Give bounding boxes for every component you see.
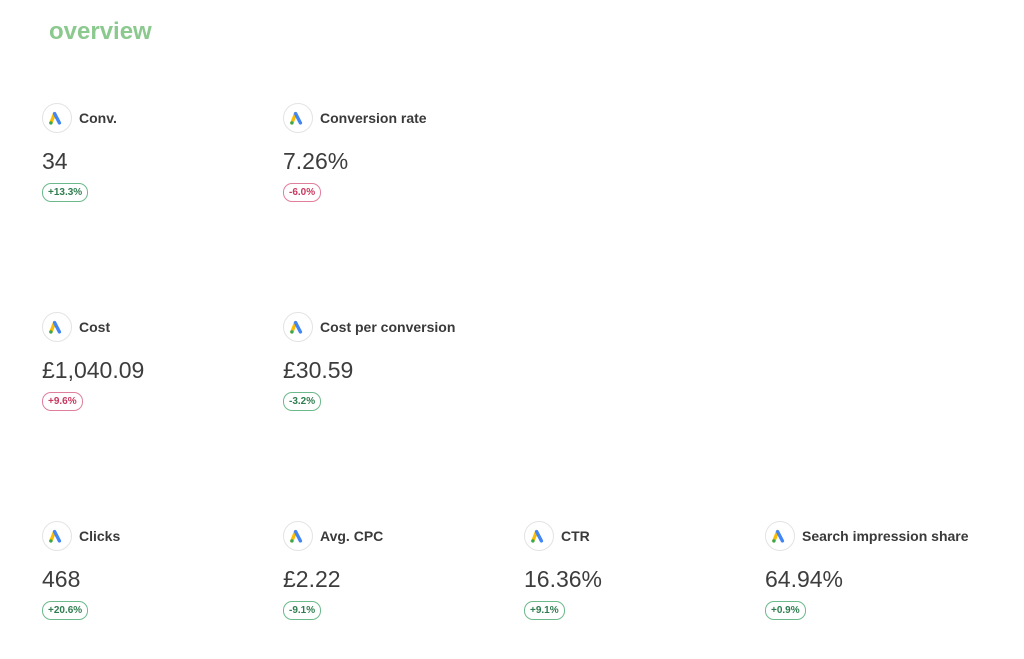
metric-value: 16.36% (524, 566, 603, 592)
metric-header: Clicks (42, 520, 272, 552)
metric-label: Cost per conversion (320, 319, 456, 335)
change-badge: +9.1% (524, 601, 565, 620)
metric-label: Conv. (79, 110, 117, 126)
change-badge: +9.6% (42, 392, 83, 411)
change-badge: -6.0% (283, 183, 322, 202)
change-badge: +0.9% (765, 601, 806, 620)
section-title: overview (49, 18, 152, 45)
change-badge: +20.6% (42, 601, 89, 620)
change-badge: -3.2% (283, 392, 322, 411)
metric-value: 64.94% (765, 566, 844, 592)
metric-card-search-impression-share: Search impression share 64.94% +0.9% (765, 520, 995, 620)
metric-card-clicks: Clicks 468 +20.6% (42, 520, 272, 620)
metric-label: Avg. CPC (320, 528, 384, 544)
metric-value: £30.59 (283, 357, 354, 383)
metric-value: 468 (42, 566, 81, 592)
metric-header: Cost per conversion (283, 311, 513, 343)
metric-card-conversion-rate: Conversion rate 7.26% -6.0% (283, 102, 513, 202)
google-ads-icon (283, 312, 313, 342)
google-ads-icon (524, 521, 554, 551)
metric-label: Cost (79, 319, 111, 335)
google-ads-icon (283, 521, 313, 551)
google-ads-icon (42, 521, 72, 551)
change-badge: -9.1% (283, 601, 322, 620)
metric-header: CTR (524, 520, 754, 552)
change-badge: +13.3% (42, 183, 89, 202)
metric-header: Search impression share (765, 520, 995, 552)
metric-label: CTR (561, 528, 590, 544)
google-ads-icon (765, 521, 795, 551)
metric-header: Conversion rate (283, 102, 513, 134)
metric-label: Clicks (79, 528, 121, 544)
metric-card-cost: Cost £1,040.09 +9.6% (42, 311, 272, 411)
google-ads-icon (42, 312, 72, 342)
metric-label: Search impression share (802, 528, 969, 544)
metric-header: Conv. (42, 102, 272, 134)
metric-card-avg-cpc: Avg. CPC £2.22 -9.1% (283, 520, 513, 620)
metric-card-conversions: Conv. 34 +13.3% (42, 102, 272, 202)
metric-header: Avg. CPC (283, 520, 513, 552)
metric-card-cost-per-conversion: Cost per conversion £30.59 -3.2% (283, 311, 513, 411)
metric-value: £2.22 (283, 566, 341, 592)
metric-header: Cost (42, 311, 272, 343)
metric-value: £1,040.09 (42, 357, 145, 383)
metric-card-ctr: CTR 16.36% +9.1% (524, 520, 754, 620)
metric-value: 34 (42, 148, 68, 174)
metric-label: Conversion rate (320, 110, 427, 126)
metric-value: 7.26% (283, 148, 349, 174)
google-ads-icon (42, 103, 72, 133)
google-ads-icon (283, 103, 313, 133)
